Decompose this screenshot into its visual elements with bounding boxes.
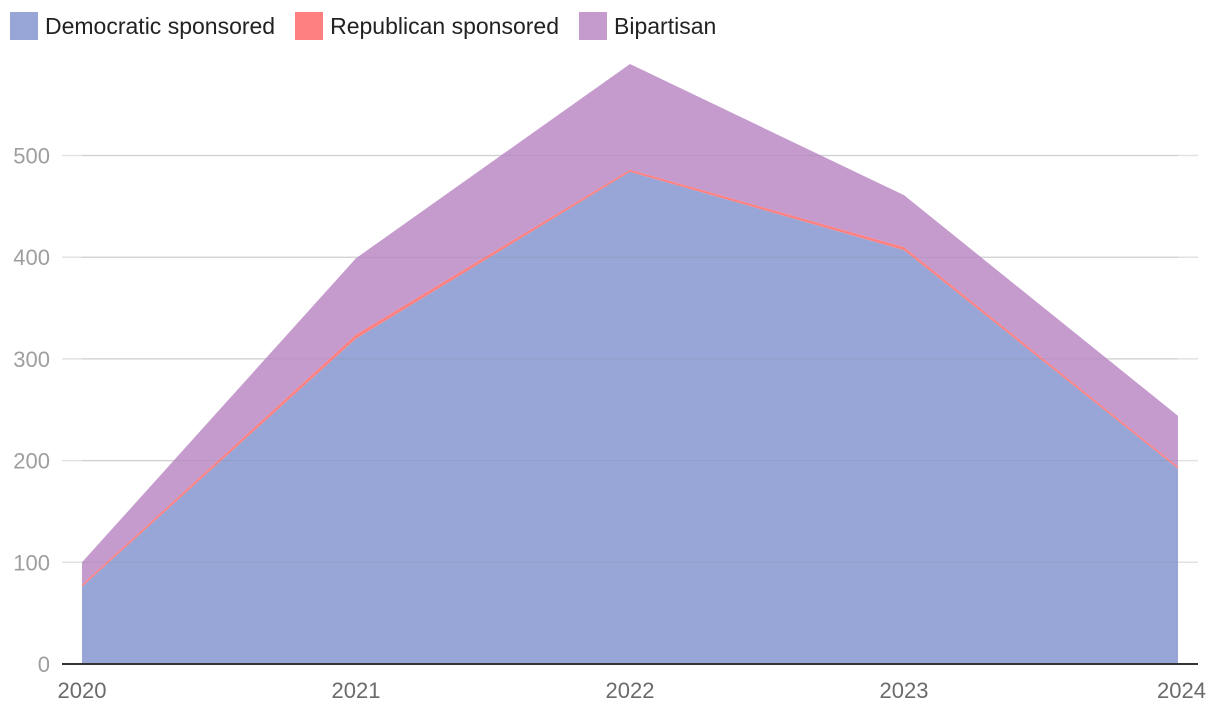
legend-label-democratic: Democratic sponsored [45,12,276,39]
area-democratic [82,171,1178,664]
legend-item-democratic: Democratic sponsored [10,12,275,40]
y-tick-label-100: 100 [13,550,50,575]
y-tick-label-0: 0 [38,652,50,677]
legend-label-republican: Republican sponsored [330,12,559,39]
y-tick-label-400: 400 [13,245,50,270]
legend-label-bipartisan: Bipartisan [614,12,717,39]
legend-swatch-republican [295,12,324,40]
legend: Democratic sponsored Republican sponsore… [10,12,716,40]
x-tick-label-2020: 2020 [58,678,107,703]
area-bipartisan [82,64,1178,585]
legend-item-republican: Republican sponsored [295,12,559,40]
legend-item-bipartisan: Bipartisan [579,12,716,40]
x-tick-label-2022: 2022 [606,678,655,703]
y-tick-label-200: 200 [13,449,50,474]
x-tick-label-2021: 2021 [332,678,381,703]
x-tick-label-2023: 2023 [880,678,929,703]
y-tick-label-500: 500 [13,144,50,169]
x-tick-label-2024: 2024 [1157,678,1206,703]
y-tick-label-300: 300 [13,347,50,372]
legend-swatch-bipartisan [579,12,607,40]
legend-swatch-democratic [10,12,38,40]
